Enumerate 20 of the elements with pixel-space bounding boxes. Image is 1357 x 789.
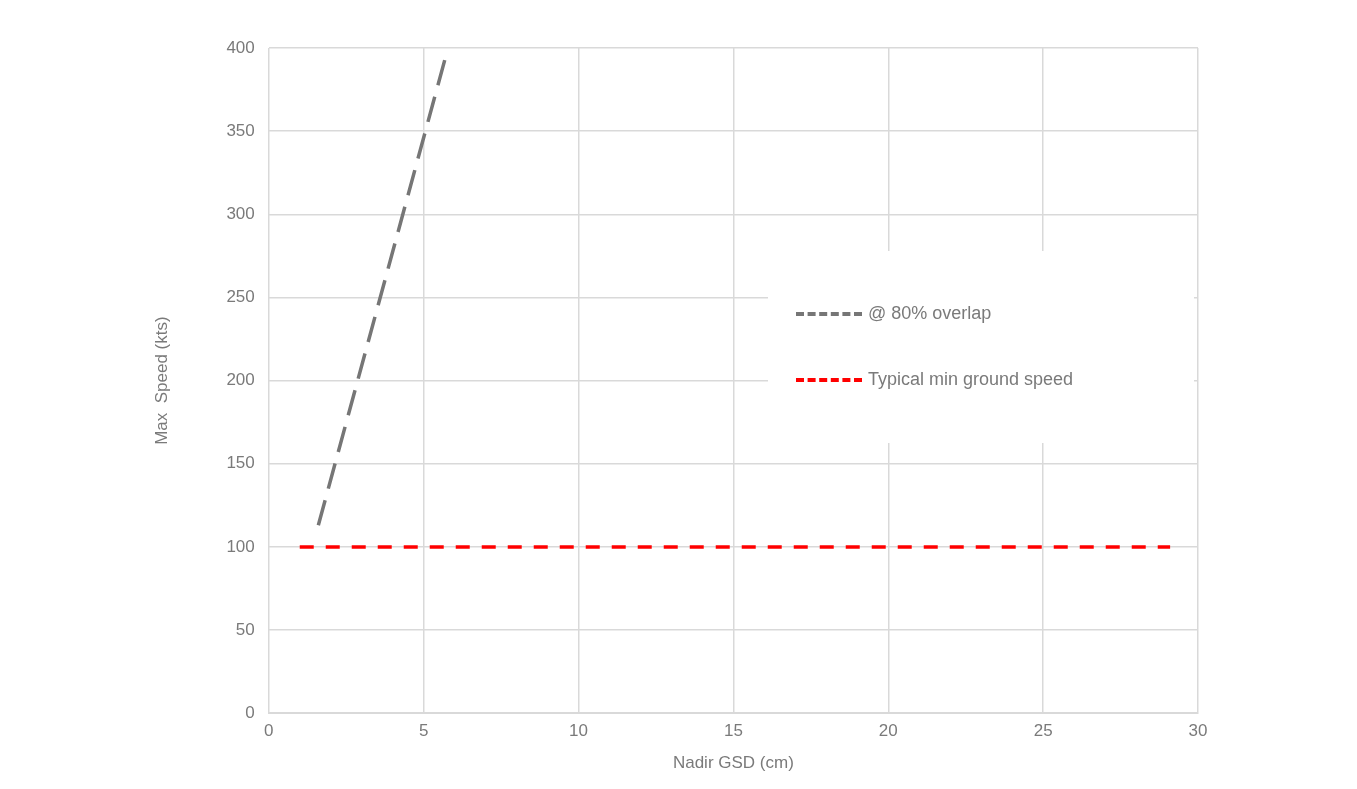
y-tick-label: 400 [226, 37, 255, 57]
legend-label: @ 80% overlap [868, 303, 992, 325]
x-tick-label: 30 [1188, 721, 1208, 741]
x-tick-label: 0 [264, 721, 274, 741]
x-axis-title: Nadir GSD (cm) [672, 753, 794, 773]
y-tick-label: 250 [226, 287, 255, 307]
y-tick-label: 150 [226, 453, 255, 473]
y-tick-label: 300 [226, 203, 255, 223]
y-tick-label: 50 [235, 619, 255, 639]
x-tick-label: 25 [1033, 721, 1053, 741]
y-axis-title: Max Speed (kts) [151, 316, 171, 445]
x-tick-label: 10 [569, 721, 588, 741]
x-tick-label: 5 [418, 721, 429, 741]
x-tick-label: 20 [878, 721, 898, 741]
legend-label: Typical min ground speed [868, 369, 1074, 391]
y-tick-label: 0 [245, 702, 255, 722]
y-tick-label: 100 [226, 536, 255, 556]
y-tick-label: 200 [226, 370, 255, 390]
x-tick-label: 15 [723, 721, 743, 741]
y-tick-label: 350 [226, 120, 255, 140]
